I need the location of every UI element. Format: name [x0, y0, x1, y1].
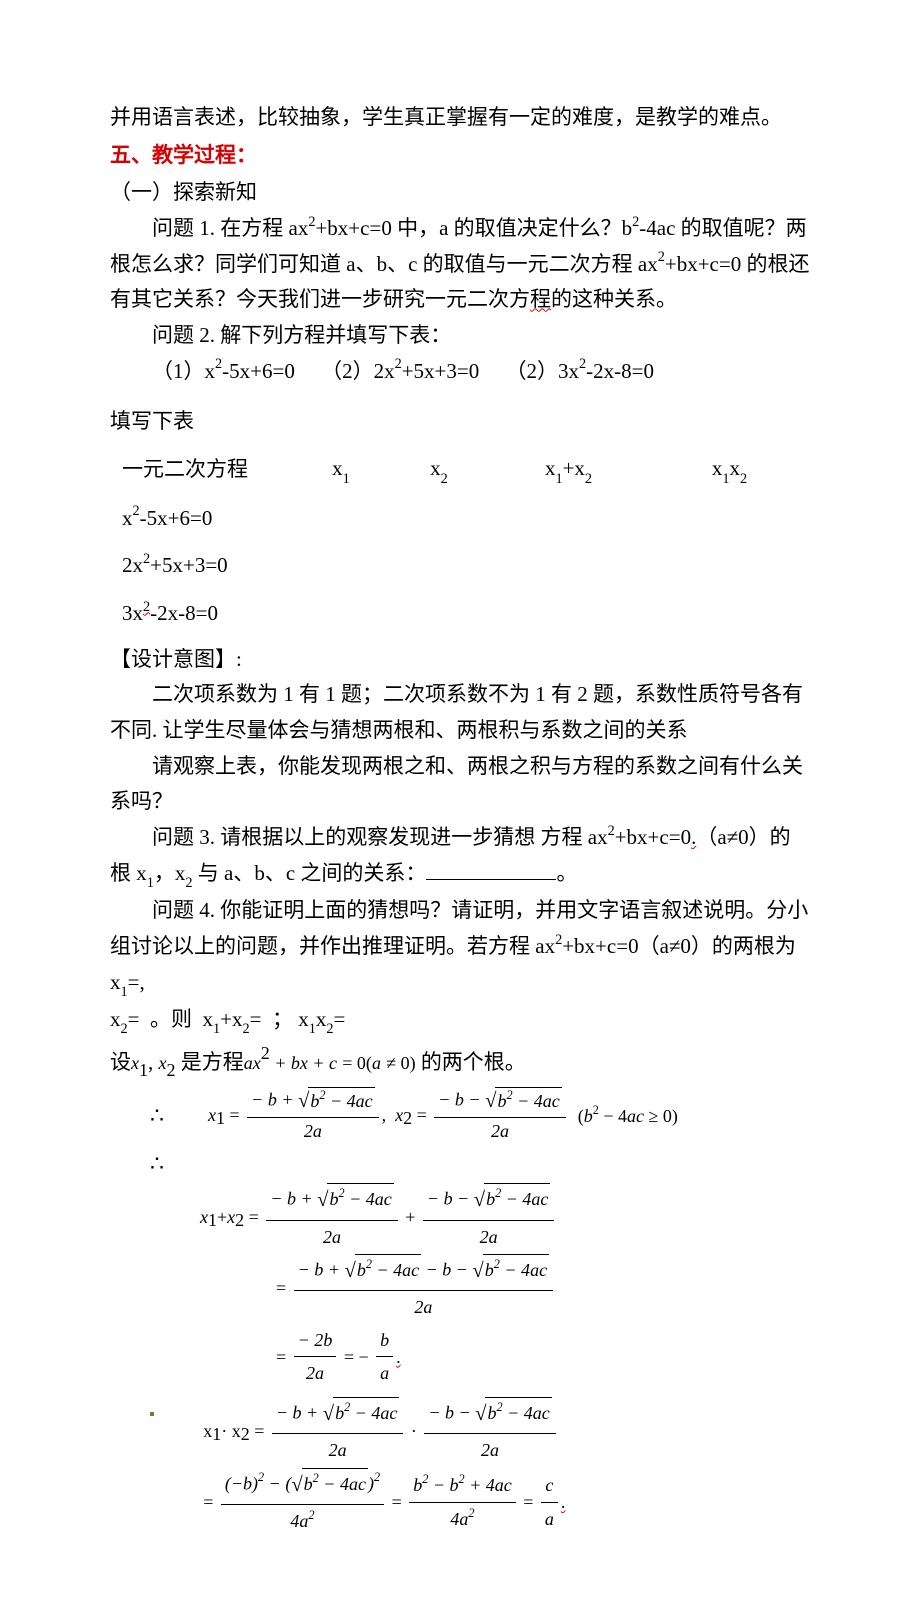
section-heading: 五、教学过程： [110, 138, 810, 174]
therefore-icon: ∴ [150, 1101, 178, 1132]
proof-intro: 设x1, x2 是方程ax2 + bx + c = 0(a ≠ 0) 的两个根。 [110, 1040, 810, 1084]
sum-derivation: x1 + x2 = − b + √b2 − 4ac 2a + − b − √b2… [200, 1183, 810, 1389]
marker-icon [150, 1412, 154, 1416]
row-eq-1: x2-5x+6=0 [110, 495, 292, 543]
row-eq-3: 3x2-2x-8=0 [110, 590, 292, 638]
question-3: 问题 3. 请根据以上的观察发现进一步猜想 方程 ax2+bx+c=0.（a≠0… [110, 820, 810, 893]
question-1: 问题 1. 在方程 ax2+bx+c=0 中，a 的取值决定什么？b2-4ac … [110, 211, 810, 318]
therefore-icon: ∴ [150, 1149, 178, 1180]
intro-paragraph: 并用语言表述，比较抽象，学生真正掌握有一定的难度，是教学的难点。 [110, 100, 810, 136]
design-intent-label: 【设计意图】: [110, 642, 810, 678]
table-row: x2-5x+6=0 [110, 495, 810, 543]
eq-1: （1）x2-5x+6=0 [152, 359, 295, 383]
col-prod: x1x2 [649, 445, 810, 494]
blank-line [426, 858, 556, 880]
product-derivation: x1 · x2 = − b + √b2 − 4ac 2a · − b − √b2… [150, 1395, 810, 1539]
eq-3: （2）3x2-2x-8=0 [506, 359, 654, 383]
question-4b: x2= 。则 x1+x2= ； x1x2= [110, 1002, 810, 1039]
question-2-equations: （1）x2-5x+6=0 （2）2x2+5x+3=0 （2）3x2-2x-8=0 [110, 354, 810, 390]
col-x2: x2 [390, 445, 488, 494]
question-2: 问题 2. 解下列方程并填写下表： [110, 318, 810, 354]
col-x1: x1 [292, 445, 390, 494]
table-header-row: 一元二次方程 x1 x2 x1+x2 x1x2 [110, 445, 810, 494]
equations-table: 一元二次方程 x1 x2 x1+x2 x1x2 x2-5x+6=0 2x2+5x… [110, 445, 810, 638]
eq-2: （2）2x2+5x+3=0 [321, 359, 479, 383]
table-row: 3x2-2x-8=0 [110, 590, 810, 638]
col-equation: 一元二次方程 [110, 445, 292, 494]
subsection-1: （一）探索新知 [110, 175, 810, 211]
row-eq-2: 2x2+5x+3=0 [110, 542, 292, 590]
roots-formula: ∴ x1 = − b + √b2 − 4ac 2a , x2 = − b − √… [150, 1087, 810, 1179]
observe-text: 请观察上表，你能发现两根之和、两根之积与方程的系数之间有什么关系吗？ [110, 749, 810, 820]
question-4: 问题 4. 你能证明上面的猜想吗？请证明，并用文字语言叙述说明。分小组讨论以上的… [110, 893, 810, 1002]
table-row: 2x2+5x+3=0 [110, 542, 810, 590]
design-intent-text: 二次项系数为 1 有 1 题；二次项系数不为 1 有 2 题，系数性质符号各有不… [110, 677, 810, 748]
col-sum: x1+x2 [488, 445, 649, 494]
fill-table-label: 填写下表 [110, 404, 810, 440]
